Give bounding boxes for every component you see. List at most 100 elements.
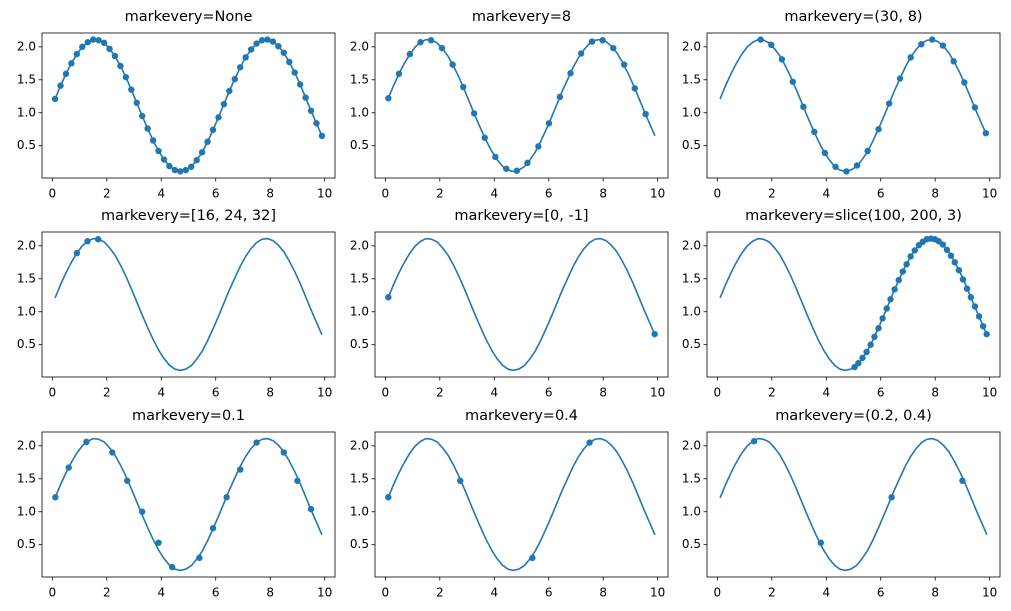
x-tick-label: 10 (982, 187, 997, 201)
y-tick-label: 0.5 (17, 138, 36, 152)
y-tick-label: 1.0 (350, 504, 369, 518)
marker (887, 296, 894, 303)
marker (885, 100, 893, 107)
y-tick-label: 1.5 (17, 72, 36, 86)
marker (821, 149, 829, 157)
x-tick-label: 4 (822, 586, 830, 600)
marker (237, 466, 244, 473)
y-tick-label: 0.5 (682, 138, 701, 152)
marker (859, 354, 866, 362)
x-tick-label: 6 (545, 586, 553, 600)
x-tick-label: 10 (317, 586, 332, 600)
marker (879, 315, 886, 322)
marker (124, 477, 131, 484)
y-tick-label: 2.0 (682, 39, 701, 53)
marker (149, 137, 157, 144)
marker (947, 252, 955, 259)
y-tick-label: 1.5 (17, 271, 36, 285)
marker (851, 363, 858, 371)
marker (950, 58, 957, 65)
x-tick-label: 0 (382, 586, 390, 600)
x-tick-label: 8 (931, 187, 939, 201)
axes-frame (41, 431, 336, 578)
x-tick-label: 6 (545, 386, 553, 400)
y-tick-label: 2.0 (682, 238, 701, 252)
x-tick-label: 2 (103, 386, 111, 400)
marker (427, 37, 435, 44)
x-tick-label: 0 (382, 386, 390, 400)
marker (631, 85, 638, 92)
marker (556, 93, 564, 101)
marker (959, 276, 967, 283)
marker (907, 54, 914, 61)
marker (959, 477, 966, 484)
x-tick-label: 0 (714, 187, 722, 201)
y-tick-label: 1.0 (350, 105, 369, 119)
marker (750, 438, 758, 445)
marker (800, 103, 807, 111)
marker (535, 143, 542, 150)
axes-frame (41, 231, 336, 378)
y-tick-label: 1.0 (350, 304, 369, 318)
marker (971, 303, 979, 310)
marker (51, 95, 59, 103)
marker (863, 348, 870, 356)
marker (757, 36, 764, 43)
chart-title: markevery=[0, -1] (454, 208, 588, 224)
marker (888, 494, 895, 501)
x-tick-label: 0 (382, 187, 390, 201)
marker (955, 267, 963, 274)
y-tick-label: 2.0 (682, 438, 701, 452)
y-tick-label: 2.0 (17, 438, 36, 452)
axes-frame (374, 231, 669, 378)
marker (133, 99, 140, 107)
x-tick-label: 6 (212, 187, 220, 201)
marker (899, 268, 906, 275)
marker (226, 87, 233, 95)
y-tick-label: 1.5 (682, 72, 701, 86)
marker (864, 147, 871, 155)
marker (503, 165, 510, 172)
marker (513, 167, 521, 174)
marker (911, 247, 918, 254)
x-tick-label: 6 (212, 386, 220, 400)
marker (385, 494, 392, 501)
marker (875, 126, 882, 133)
marker (778, 56, 786, 63)
marker (84, 238, 91, 245)
x-tick-label: 2 (103, 586, 111, 600)
x-tick-label: 0 (49, 386, 57, 400)
x-tick-label: 8 (599, 187, 607, 201)
marker (983, 330, 990, 338)
marker (855, 359, 862, 367)
x-tick-label: 4 (157, 187, 165, 201)
x-tick-label: 2 (436, 586, 444, 600)
marker (106, 45, 113, 53)
y-tick-label: 0.5 (17, 337, 36, 351)
line (719, 38, 988, 173)
marker (247, 46, 255, 53)
marker (875, 325, 882, 332)
y-tick-label: 1.5 (350, 471, 369, 485)
marker (867, 341, 874, 348)
marker (586, 439, 593, 446)
marker (789, 78, 796, 85)
marker (280, 449, 288, 456)
x-tick-label: 10 (317, 187, 332, 201)
marker (971, 104, 979, 111)
marker (209, 525, 217, 532)
marker (155, 539, 162, 546)
marker (111, 52, 119, 60)
y-tick-label: 2.0 (350, 438, 369, 452)
marker (100, 39, 108, 47)
axes-frame (374, 431, 669, 578)
marker (79, 43, 86, 51)
marker (264, 36, 271, 43)
marker (275, 42, 282, 50)
marker (155, 147, 162, 155)
chart-title: markevery=(0.2, 0.4) (775, 408, 932, 424)
x-tick-label: 8 (266, 386, 274, 400)
x-tick-label: 8 (931, 586, 939, 600)
x-tick-label: 10 (650, 187, 665, 201)
